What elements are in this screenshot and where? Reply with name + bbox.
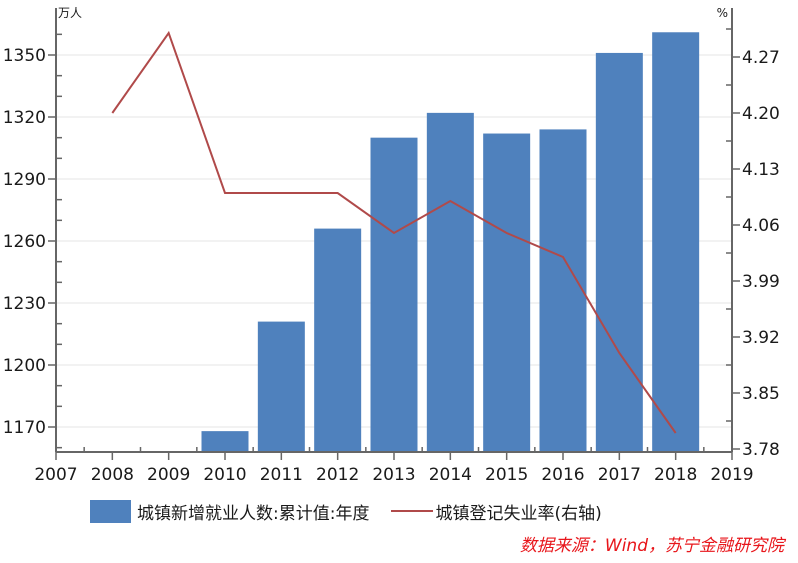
right-tick-label: 3.85 — [742, 384, 780, 404]
bar-2018 — [652, 32, 700, 453]
legend-line-swatch-icon — [391, 510, 434, 512]
left-tick-label: 1260 — [3, 232, 46, 252]
left-tick-label: 1200 — [3, 356, 46, 376]
x-tick-label: 2010 — [203, 465, 246, 485]
bar-2010 — [201, 431, 249, 452]
bar-2011 — [257, 321, 305, 452]
x-tick-label: 2017 — [598, 465, 641, 485]
legend-bar-label: 城镇新增就业人数:累计值:年度 — [137, 503, 370, 524]
x-tick-label: 2014 — [429, 465, 472, 485]
left-tick-label: 1230 — [3, 294, 46, 314]
bar-2012 — [314, 228, 362, 452]
right-tick-label: 4.27 — [742, 48, 780, 68]
left-axis-unit: 万人 — [58, 6, 82, 20]
right-tick-label: 4.06 — [742, 216, 780, 236]
bar-2015 — [483, 133, 531, 453]
bar-2016 — [539, 129, 587, 452]
right-tick-label: 3.78 — [742, 440, 780, 460]
unemployment-line — [111, 30, 677, 434]
left-tick-label: 1350 — [3, 46, 46, 66]
right-tick-label: 3.99 — [742, 272, 780, 292]
bar-2013 — [370, 137, 418, 452]
x-tick-label: 2012 — [316, 465, 359, 485]
left-tick-label: 1170 — [3, 418, 46, 438]
legend-bar-swatch-icon — [90, 499, 131, 523]
left-tick-label: 1320 — [3, 108, 46, 128]
x-tick-label: 2016 — [541, 465, 584, 485]
right-tick-label: 3.92 — [742, 328, 780, 348]
x-tick-label: 2015 — [485, 465, 528, 485]
legend-item-line: 城镇登记失业率(右轴) — [369, 499, 602, 524]
bar-2017 — [595, 52, 643, 452]
x-tick-label: 2019 — [710, 465, 753, 485]
x-tick-label: 2008 — [91, 465, 134, 485]
data-source-note: 数据来源：Wind，苏宁金融研究院 — [519, 536, 784, 556]
bar-2014 — [426, 112, 474, 452]
x-tick-label: 2013 — [372, 465, 415, 485]
right-tick-label: 4.20 — [742, 104, 780, 124]
x-tick-label: 2011 — [260, 465, 303, 485]
left-tick-label: 1290 — [3, 170, 46, 190]
legend-item-bar: 城镇新增就业人数:累计值:年度 — [90, 499, 369, 524]
x-tick-label: 2007 — [34, 465, 77, 485]
right-tick-label: 4.13 — [742, 160, 780, 180]
x-tick-label: 2009 — [147, 465, 190, 485]
right-axis-unit: % — [717, 6, 728, 20]
legend-line-label: 城镇登记失业率(右轴) — [435, 503, 602, 524]
legend: 城镇新增就业人数:累计值:年度 城镇登记失业率(右轴) — [90, 497, 602, 525]
x-tick-label: 2018 — [654, 465, 697, 485]
